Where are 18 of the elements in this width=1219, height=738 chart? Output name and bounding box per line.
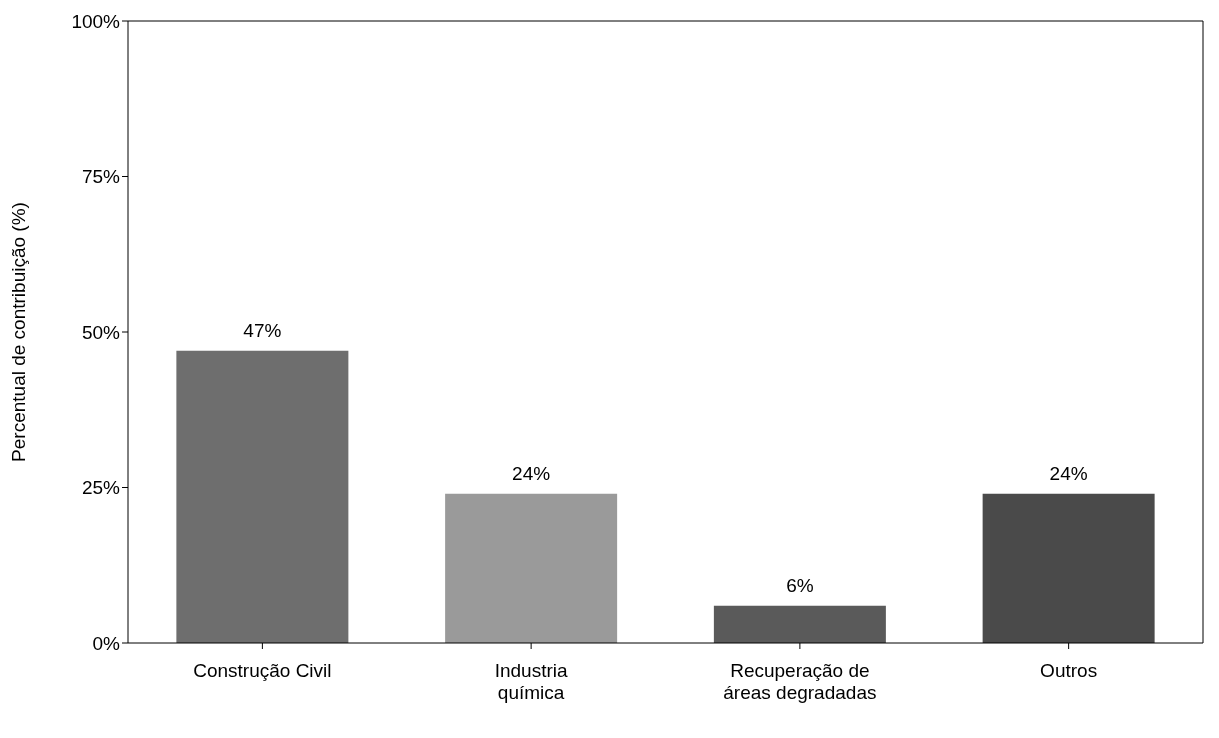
bar [982, 493, 1155, 643]
bar [445, 493, 618, 643]
x-tick-label: Industria química [494, 660, 568, 703]
y-tick-label: 0% [92, 632, 121, 654]
x-tick-label: Construção Civil [193, 660, 332, 681]
data-label: 47% [243, 319, 282, 341]
y-axis-title: Percentual de contribuição (%) [7, 202, 29, 462]
y-tick-label: 50% [81, 321, 121, 343]
data-label: 6% [786, 574, 814, 596]
y-tick-label: 100% [71, 10, 121, 32]
data-label: 24% [512, 462, 551, 484]
x-tick-label: Recuperação de áreas degradadas [723, 660, 877, 703]
bar [176, 350, 349, 643]
y-tick-label: 25% [81, 477, 121, 499]
y-tick-label: 75% [81, 166, 121, 188]
bar [713, 605, 886, 643]
data-label: 24% [1049, 462, 1088, 484]
x-tick-label: Outros [1040, 660, 1098, 681]
